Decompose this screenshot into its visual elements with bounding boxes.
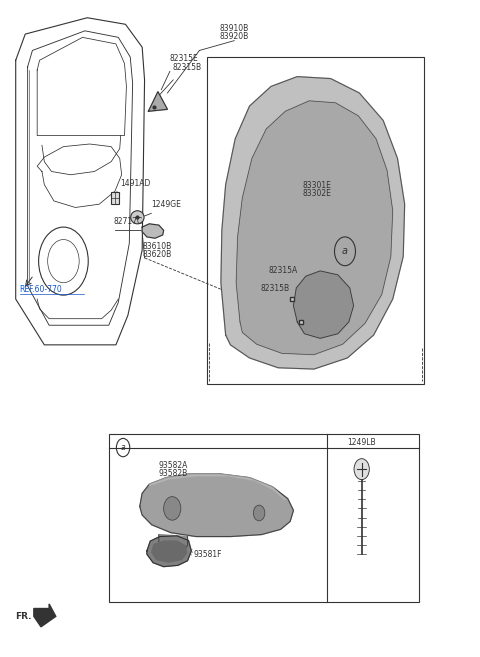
Circle shape [253,505,265,521]
Circle shape [354,459,369,480]
Text: 93581F: 93581F [193,550,222,558]
Polygon shape [149,474,285,500]
Polygon shape [142,224,164,238]
Text: REF.60-770: REF.60-770 [20,286,62,294]
Text: a: a [342,246,348,256]
Polygon shape [293,271,354,338]
Polygon shape [152,541,187,562]
Text: 82315E: 82315E [170,54,199,63]
Text: 1491AD: 1491AD [120,179,150,189]
Text: 83920B: 83920B [220,32,249,41]
Text: 83910B: 83910B [220,24,249,33]
Text: 1249GE: 1249GE [151,200,181,210]
FancyBboxPatch shape [111,192,119,204]
Text: 83620B: 83620B [142,250,171,259]
Text: 83610B: 83610B [142,242,171,251]
Polygon shape [34,604,56,627]
Text: 83302E: 83302E [303,189,332,198]
Polygon shape [221,77,405,369]
Text: 82315B: 82315B [172,63,201,72]
Text: 1249LB: 1249LB [348,438,376,447]
Polygon shape [148,92,168,111]
Text: 82315A: 82315A [269,266,298,275]
Ellipse shape [131,211,144,224]
Polygon shape [159,535,188,553]
Text: a: a [121,443,125,452]
Text: 93582A: 93582A [159,461,188,470]
Text: 82315B: 82315B [260,284,289,293]
Polygon shape [140,474,293,537]
Text: 83301E: 83301E [303,181,332,190]
Circle shape [164,497,181,520]
Polygon shape [147,536,192,566]
Polygon shape [236,101,393,355]
Text: 93582B: 93582B [159,469,188,478]
Text: 82717C: 82717C [114,217,143,226]
Text: FR.: FR. [15,612,31,621]
